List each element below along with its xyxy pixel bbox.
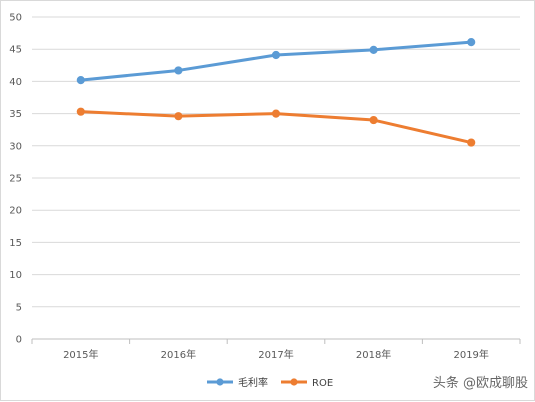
- series-1-point: [174, 66, 183, 75]
- y-tick-label: 35: [9, 109, 22, 120]
- legend-label-1: 毛利率: [238, 376, 268, 389]
- y-tick-label: 45: [9, 45, 22, 56]
- series-1-point: [76, 76, 85, 85]
- legend-label-2: ROE: [312, 378, 333, 389]
- y-tick-label: 5: [16, 302, 22, 313]
- x-tick-label: 2016年: [161, 348, 196, 361]
- legend-marker-2: [290, 378, 298, 386]
- series-1-point: [271, 50, 281, 60]
- series-line-1: [79, 40, 473, 82]
- series-1-point: [467, 38, 476, 47]
- x-tick-label: 2019年: [453, 348, 488, 361]
- series-2-point: [369, 115, 378, 125]
- series-2-point: [271, 109, 281, 118]
- y-tick-label: 25: [9, 174, 22, 185]
- x-tick-label: 2017年: [258, 348, 293, 361]
- series-2-point: [174, 112, 183, 121]
- y-tick-label: 15: [9, 238, 22, 249]
- legend-marker-1: [216, 378, 224, 386]
- series-2-point: [467, 138, 476, 147]
- series-1-point: [369, 45, 378, 54]
- y-tick-label: 10: [9, 270, 22, 281]
- x-tick-label: 2015年: [63, 348, 98, 361]
- series-2-point: [76, 107, 85, 116]
- y-tick-label: 30: [9, 141, 22, 152]
- y-tick-label: 20: [9, 206, 22, 217]
- x-tick-label: 2018年: [356, 348, 391, 361]
- y-tick-label: 0: [16, 335, 22, 346]
- watermark-text: 头条 @欧成聊股: [433, 375, 528, 391]
- y-tick-label: 50: [9, 13, 22, 24]
- y-tick-label: 40: [9, 77, 22, 88]
